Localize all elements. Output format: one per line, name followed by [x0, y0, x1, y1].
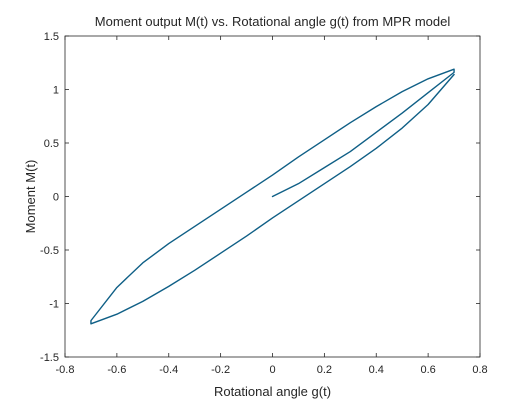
y-tick-label: -1	[49, 299, 59, 311]
ticks-layer: -0.8 -0.6 -0.4 -0.2 0 0.2 0.4 0.6 0.8 -1.5 -1 -0.5 0…	[40, 31, 488, 376]
x-tick-label: 0.8	[472, 364, 487, 376]
x-axis-label: Rotational angle g(t)	[214, 384, 331, 399]
x-tick-label: 0.6	[420, 364, 435, 376]
y-axis-label: Moment M(t)	[23, 160, 38, 234]
y-tick-label: 0.5	[44, 138, 59, 150]
y-tick-label: 0	[53, 192, 59, 204]
x-tick-label: 0.4	[369, 364, 384, 376]
x-tick-label: 0.2	[317, 364, 332, 376]
x-tick-label: 0	[269, 364, 275, 376]
y-tick-label: 1	[53, 85, 59, 97]
x-tick-label: -0.8	[56, 364, 75, 376]
x-tick-label: -0.2	[211, 364, 230, 376]
x-tick-label: -0.6	[107, 364, 126, 376]
y-tick-label: -1.5	[40, 352, 59, 364]
data-layer	[90, 68, 455, 325]
plot-frame	[64, 35, 481, 358]
chart-title: Moment output M(t) vs. Rotational angle …	[95, 14, 451, 29]
x-tick-label: -0.4	[159, 364, 178, 376]
series-line	[90, 68, 455, 325]
y-tick-label: 1.5	[44, 31, 59, 43]
y-tick-label: -0.5	[40, 245, 59, 257]
